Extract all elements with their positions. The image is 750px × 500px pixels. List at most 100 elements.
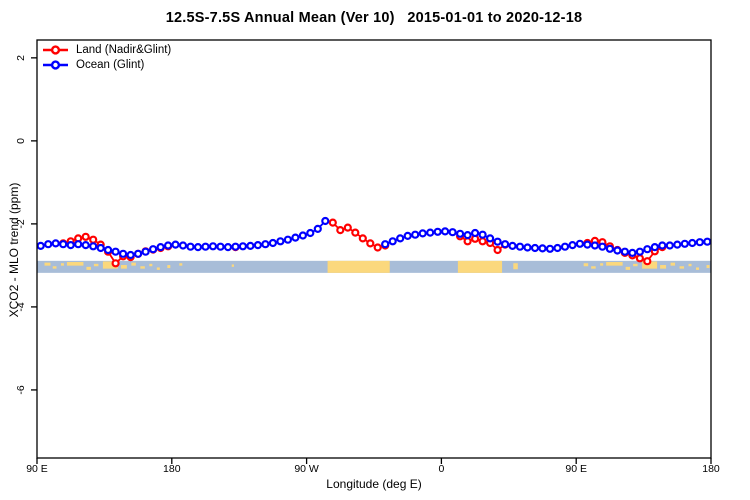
data-point-ocean [673,240,682,249]
x-tick-label: 180 [163,463,181,475]
data-point-ocean [613,246,622,255]
data-point-ocean [575,239,585,248]
data-point-ocean [186,242,195,251]
data-point-ocean [96,243,105,253]
map-band-island [660,265,667,269]
data-point-ocean [118,249,128,258]
data-point-ocean [703,237,712,246]
y-tick-label: 2 [15,54,27,61]
legend: Land (Nadir&Glint) Ocean (Glint) [42,42,171,72]
data-point-ocean [501,240,510,249]
data-point-land [81,232,90,241]
y-axis-title: XCO2 - MLO trend (ppm) [7,182,21,318]
data-point-ocean [635,247,645,256]
data-point-ocean [560,242,570,251]
data-point-land [111,259,120,268]
map-band-island [60,263,64,266]
data-point-ocean [553,243,562,253]
data-point-land [351,228,360,237]
map-band-island [600,263,604,266]
map-band-island [156,267,160,270]
data-point-ocean [149,245,158,254]
data-point-land [493,245,502,255]
map-band-island [679,266,685,269]
data-point-ocean [403,231,412,240]
map-band-island [688,263,692,267]
chart-title: 12.5S-7.5S Annual Mean (Ver 10) 2015-01-… [165,10,583,26]
data-point-land [89,235,98,244]
data-point-ocean [665,241,674,250]
data-point-ocean [216,242,225,251]
data-point-ocean [208,242,218,251]
data-point-ocean [103,245,113,255]
data-point-ocean [246,241,255,250]
data-point-ocean [276,237,285,246]
map-band-island [642,261,658,269]
map-band-island [706,265,710,269]
data-point-ocean [523,243,532,252]
data-point-ocean [283,235,292,244]
map-band-island [52,266,57,269]
data-point-ocean [456,229,465,238]
data-point-ocean [515,242,525,251]
data-point-ocean [268,238,277,248]
map-band-island [513,263,518,270]
data-point-ocean [74,240,83,249]
data-point-ocean [486,234,495,243]
data-point-ocean [396,234,405,243]
data-point-ocean [598,242,607,251]
data-point-ocean [583,240,592,249]
map-band-island [66,262,84,266]
y-tick-label: 0 [15,137,27,144]
map-band-land [327,260,390,273]
data-point-ocean [231,242,240,251]
data-point-ocean [291,233,300,242]
data-point-ocean [680,239,689,248]
map-band-island [44,262,51,266]
data-point-ocean [178,241,188,250]
map-band-island [625,266,631,270]
data-point-ocean [141,247,150,256]
legend-item-ocean: Ocean (Glint) [42,57,171,72]
x-tick-label: 0 [438,463,445,475]
map-band-island [670,262,676,266]
data-point-ocean [590,241,600,250]
data-point-ocean [261,240,270,249]
data-point-ocean [530,243,540,253]
data-point-ocean [111,247,120,256]
legend-marker-ocean-icon [43,59,68,70]
data-point-ocean [51,239,60,248]
data-point-ocean [306,228,315,238]
data-point-land [336,226,345,235]
data-point-ocean [134,249,143,258]
data-point-ocean [688,238,697,248]
data-point-ocean [433,227,442,236]
data-point-ocean [388,237,397,246]
map-band-island [231,264,234,267]
data-point-ocean [568,241,577,250]
map-band-island [591,266,596,269]
map-band-island [606,262,623,266]
data-point-ocean [126,250,135,260]
legend-item-land: Land (Nadir&Glint) [42,42,171,57]
map-band-island [149,263,153,267]
data-point-ocean [650,243,659,252]
data-point-land [373,243,382,252]
data-point-ocean [643,245,652,254]
data-point-land [635,254,645,263]
data-point-ocean [605,244,615,253]
data-point-ocean [253,241,262,250]
data-point-land [478,237,487,246]
map-band-island [120,265,127,269]
data-point-ocean [171,240,180,249]
data-point-ocean [478,230,487,239]
map-band-island [179,263,183,266]
map-band-island [86,266,91,270]
x-tick-label: 90 W [294,463,319,475]
plot-border [36,39,712,459]
data-point-ocean [545,244,555,253]
y-tick-label: -2 [15,219,27,229]
legend-marker-land-icon [43,44,68,55]
